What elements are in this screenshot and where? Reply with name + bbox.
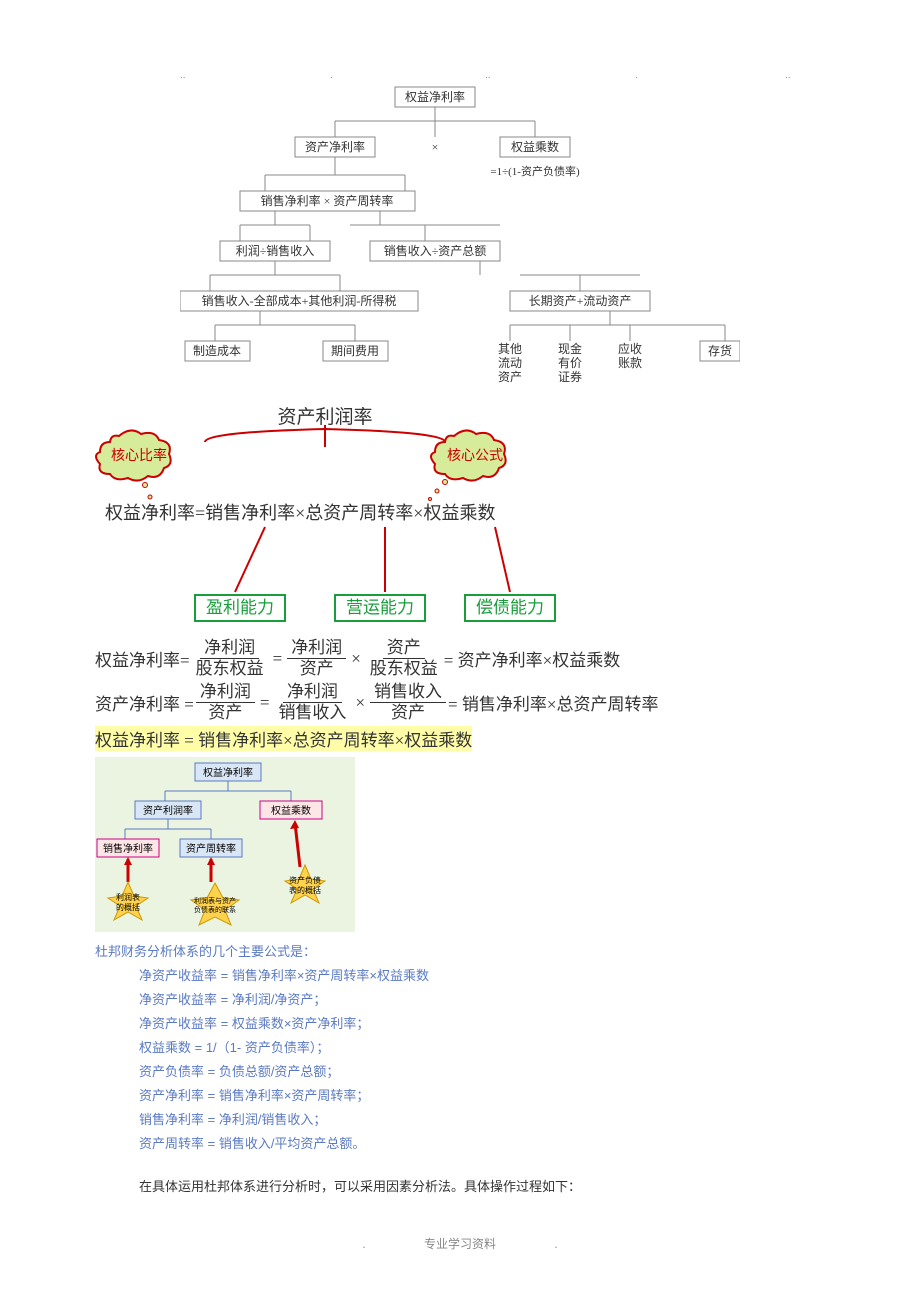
svg-text:资产负债: 资产负债 bbox=[289, 875, 321, 885]
svg-text:权益乘数: 权益乘数 bbox=[511, 139, 559, 154]
svg-text:的概括: 的概括 bbox=[116, 902, 140, 912]
svg-text:长期资产+流动资产: 长期资产+流动资产 bbox=[529, 294, 632, 308]
svg-text:权益乘数: 权益乘数 bbox=[271, 804, 311, 817]
svg-text:销售净利率: 销售净利率 bbox=[103, 842, 153, 855]
svg-text:利润÷销售收入: 利润÷销售收入 bbox=[236, 243, 315, 258]
svg-text:×: × bbox=[432, 140, 439, 154]
page-footer: .专业学习资料. bbox=[95, 1235, 825, 1252]
svg-text:权益净利率: 权益净利率 bbox=[203, 766, 253, 779]
svg-text:销售收入÷资产总额: 销售收入÷资产总额 bbox=[384, 243, 487, 258]
svg-text:资产周转率: 资产周转率 bbox=[186, 842, 236, 855]
svg-text:负债表的联系: 负债表的联系 bbox=[194, 905, 236, 914]
formula-line: 资产净利率 = 销售净利率×资产周转率； bbox=[139, 1085, 825, 1104]
svg-text:制造成本: 制造成本 bbox=[193, 344, 241, 358]
svg-text:有价: 有价 bbox=[558, 356, 582, 370]
svg-text:销售收入-全部成本+其他利润-所得税: 销售收入-全部成本+其他利润-所得税 bbox=[202, 293, 397, 308]
formula-line: 资产周转率 = 销售收入/平均资产总额。 bbox=[139, 1133, 825, 1152]
formula-row-1: 权益净利率= 净利润股东权益 = 净利润资产 × 资产股东权益 = 资产净利率×… bbox=[95, 638, 825, 680]
formula-list: 净资产收益率 = 销售净利率×资产周转率×权益乘数 净资产收益率 = 净利润/净… bbox=[139, 965, 825, 1152]
formula-line: 净资产收益率 = 权益乘数×资产净利率； bbox=[139, 1013, 825, 1032]
svg-text:应收: 应收 bbox=[618, 341, 642, 356]
svg-text:营运能力: 营运能力 bbox=[346, 598, 414, 617]
formula-line: 资产负债率 = 负债总额/资产总额； bbox=[139, 1061, 825, 1080]
svg-text:资产: 资产 bbox=[498, 370, 522, 384]
formula-row-3: 权益净利率 = 销售净利率×总资产周转率×权益乘数 bbox=[95, 726, 825, 751]
svg-text:现金: 现金 bbox=[558, 341, 582, 356]
formula-line: 销售净利率 = 净利润/销售收入； bbox=[139, 1109, 825, 1128]
svg-text:权益净利率=销售净利率×总资产周转率×权益乘数: 权益净利率=销售净利率×总资产周转率×权益乘数 bbox=[105, 503, 495, 523]
formula-row-2: 资产净利率 = 净利润资产 = 净利润销售收入 × 销售收入资产 = 销售净利率… bbox=[95, 682, 825, 724]
svg-text:表的概括: 表的概括 bbox=[289, 885, 321, 895]
svg-text:核心比率: 核心比率 bbox=[111, 447, 167, 464]
formula-line: 净资产收益率 = 净利润/净资产； bbox=[139, 989, 825, 1008]
svg-text:其他: 其他 bbox=[498, 342, 522, 356]
svg-text:资产利润率: 资产利润率 bbox=[143, 804, 193, 817]
formula-list-title: 杜邦财务分析体系的几个主要公式是： bbox=[95, 941, 825, 960]
svg-text:权益净利率: 权益净利率 bbox=[405, 89, 465, 104]
svg-text:销售净利率 × 资产周转率: 销售净利率 × 资产周转率 bbox=[261, 193, 394, 208]
svg-text:期间费用: 期间费用 bbox=[331, 344, 379, 358]
body-paragraph: 在具体运用杜邦体系进行分析时，可以采用因素分析法。具体操作过程如下： bbox=[139, 1176, 825, 1195]
svg-text:=1÷(1-资产负债率): =1÷(1-资产负债率) bbox=[490, 164, 580, 178]
svg-text:资产净利率: 资产净利率 bbox=[305, 139, 365, 154]
svg-text:偿债能力: 偿债能力 bbox=[476, 598, 544, 617]
mini-tree-diagram: 权益净利率 资产利润率 权益乘数 销售净利率 资产周转率 利润表的概括 利润表与… bbox=[95, 757, 355, 935]
svg-text:账款: 账款 bbox=[618, 356, 642, 370]
svg-text:证券: 证券 bbox=[558, 369, 582, 384]
formula-line: 权益乘数 = 1/（1- 资产负债率）； bbox=[139, 1037, 825, 1056]
svg-text:利润表与资产: 利润表与资产 bbox=[194, 896, 236, 905]
svg-text:存货: 存货 bbox=[708, 343, 732, 358]
svg-text:流动: 流动 bbox=[498, 356, 522, 370]
dupont-tree-diagram: 权益净利率 资产净利率 × 权益乘数 =1÷(1-资产负债率) 销售净利率 × … bbox=[180, 85, 740, 395]
svg-text:资产利润率: 资产利润率 bbox=[277, 407, 372, 428]
core-ratio-diagram: 资产利润率 核心比率 核心公式 权益净利率=销售净利率×总资产周转率×权益乘数 … bbox=[95, 403, 615, 630]
svg-text:盈利能力: 盈利能力 bbox=[206, 598, 274, 617]
header-dots: ........ bbox=[95, 70, 825, 80]
svg-text:利润表: 利润表 bbox=[116, 892, 140, 902]
svg-text:核心公式: 核心公式 bbox=[447, 448, 503, 464]
formula-line: 净资产收益率 = 销售净利率×资产周转率×权益乘数 bbox=[139, 965, 825, 984]
